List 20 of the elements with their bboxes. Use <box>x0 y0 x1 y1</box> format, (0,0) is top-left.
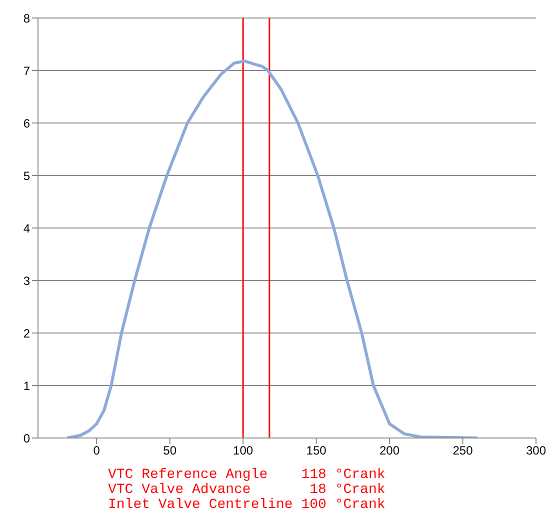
text: Inlet Valve Centreline 100 °Crank <box>108 497 386 513</box>
y-tick-label: 1 <box>23 378 30 393</box>
y-tick-label: 3 <box>23 274 30 288</box>
x-tick-label: 250 <box>452 444 474 458</box>
y-tick-label: 6 <box>23 116 30 130</box>
text: VTC Valve Advance 18 °Crank <box>108 482 386 498</box>
y-tick-label: 7 <box>23 64 30 78</box>
x-tick-label: 300 <box>526 444 546 458</box>
x-tick-label: 0 <box>93 444 100 458</box>
x-tick-label: 200 <box>380 444 400 458</box>
x-tick-label: 150 <box>306 444 327 458</box>
x-tick-label: 100 <box>233 444 254 458</box>
x-tick-label: 50 <box>163 444 177 458</box>
y-tick-label: 2 <box>23 326 30 340</box>
line-series <box>66 60 479 438</box>
text: VTC Reference Angle 118 °Crank <box>108 467 386 483</box>
y-tick-label: 8 <box>23 11 30 26</box>
y-tick-label: 0 <box>23 431 30 446</box>
y-tick-label: 5 <box>23 168 30 183</box>
y-tick-label: 4 <box>23 221 30 236</box>
